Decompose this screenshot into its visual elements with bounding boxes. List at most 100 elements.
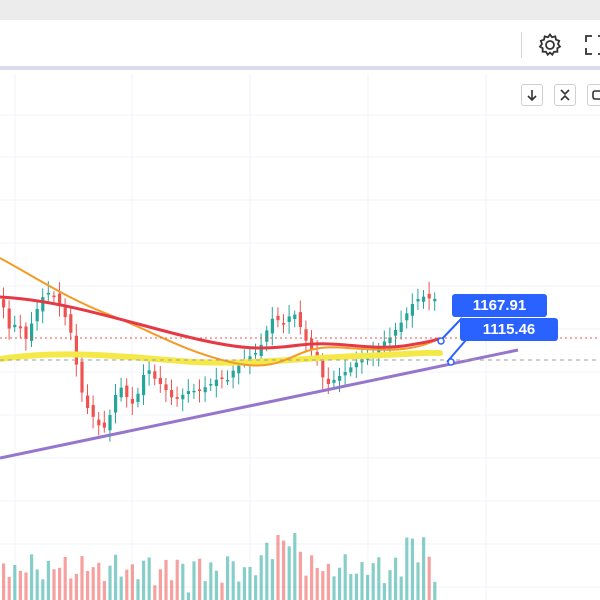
candle-body (343, 372, 347, 376)
candle-body (360, 359, 364, 363)
arrow-down-icon (527, 90, 537, 102)
volume-bar (69, 578, 73, 600)
volume-bar (97, 562, 101, 600)
label-connector-lower (446, 339, 467, 363)
volume-bar (192, 561, 196, 600)
candle-body (192, 390, 196, 393)
candle-body (326, 378, 330, 384)
moving-average-orange (0, 257, 441, 367)
volume-bar (371, 563, 375, 600)
scroll-to-latest-button[interactable] (521, 84, 543, 106)
candle-body (24, 326, 28, 339)
volume-bar (46, 560, 50, 600)
volume-bar (394, 557, 398, 600)
volume-bar (248, 566, 252, 600)
candle-body (142, 375, 146, 396)
volume-bar (433, 581, 437, 600)
volume-bar (30, 554, 34, 600)
volume-bar (315, 567, 319, 600)
volume-bar (360, 562, 364, 600)
anchor-point (437, 337, 445, 345)
candle-body (13, 324, 17, 328)
price-label-upper: 1167.91 (452, 294, 547, 317)
candle-body (293, 314, 297, 320)
volume-bar (265, 542, 269, 600)
candle-body (282, 323, 286, 325)
toolbar-divider (521, 32, 522, 58)
volume-bar (24, 572, 28, 600)
anchor-point (447, 358, 455, 366)
volume-bar (242, 567, 246, 600)
volume-bar (270, 559, 274, 600)
candle-body (186, 391, 190, 395)
restore-icon (592, 90, 600, 100)
candle-body (410, 304, 414, 316)
candle-body (91, 405, 95, 417)
candle-body (181, 394, 185, 400)
candle-body (276, 315, 280, 321)
candle-body (18, 326, 22, 329)
candle-body (354, 362, 358, 368)
candle-body (30, 323, 34, 341)
volume-bar (349, 574, 353, 600)
volume-bar (259, 555, 263, 600)
price-chart[interactable] (0, 74, 600, 600)
candle-body (332, 379, 336, 383)
candle-body (63, 307, 67, 318)
candle-body (153, 371, 157, 379)
candle-body (298, 312, 302, 327)
volume-bar (52, 569, 56, 600)
candle-body (226, 380, 230, 382)
candle-body (46, 292, 50, 295)
candle-body (136, 393, 140, 402)
volume-bar (164, 559, 168, 600)
candle-body (114, 395, 118, 413)
volume-bar (304, 575, 308, 600)
volume-bar (388, 570, 392, 600)
volume-bar (332, 576, 336, 600)
volume-bar (2, 563, 6, 600)
volume-bars (2, 533, 437, 600)
volume-bar (410, 538, 414, 600)
volume-bar (354, 573, 358, 600)
volume-bar (136, 579, 140, 600)
volume-bar (158, 569, 162, 600)
volume-bar (282, 540, 286, 600)
volume-bar (119, 576, 123, 600)
volume-bar (58, 567, 62, 600)
candle-body (349, 367, 353, 373)
moving-average-red (0, 295, 441, 350)
label-connector-upper (440, 317, 463, 341)
volume-bar (310, 555, 314, 600)
settings-button[interactable] (535, 30, 565, 60)
volume-bar (7, 576, 11, 600)
collapse-pane-button[interactable] (554, 84, 576, 106)
candle-body (130, 398, 134, 404)
volume-bar (74, 573, 78, 600)
volume-bar (276, 535, 280, 600)
candle-body (427, 293, 431, 299)
volume-bar (80, 556, 84, 600)
volume-bar (147, 557, 151, 600)
candle-body (80, 361, 84, 393)
volume-bar (321, 571, 325, 600)
restore-pane-button[interactable] (587, 84, 600, 106)
candle-body (164, 384, 168, 391)
volume-bar (326, 563, 330, 600)
volume-bar (125, 569, 129, 600)
volume-bar (102, 581, 106, 600)
candle-body (399, 322, 403, 333)
candle-body (394, 330, 398, 336)
candle-body (259, 344, 263, 356)
volume-bar (13, 564, 17, 600)
candle-body (231, 370, 235, 378)
candle-body (214, 379, 218, 387)
volume-bar (35, 569, 39, 600)
fullscreen-button[interactable] (580, 30, 600, 60)
candle-body (125, 385, 129, 397)
candle-body (170, 390, 174, 398)
candle-body (220, 377, 224, 380)
candle-body (41, 297, 45, 312)
volume-bar (175, 559, 179, 600)
candle-body (102, 422, 106, 428)
